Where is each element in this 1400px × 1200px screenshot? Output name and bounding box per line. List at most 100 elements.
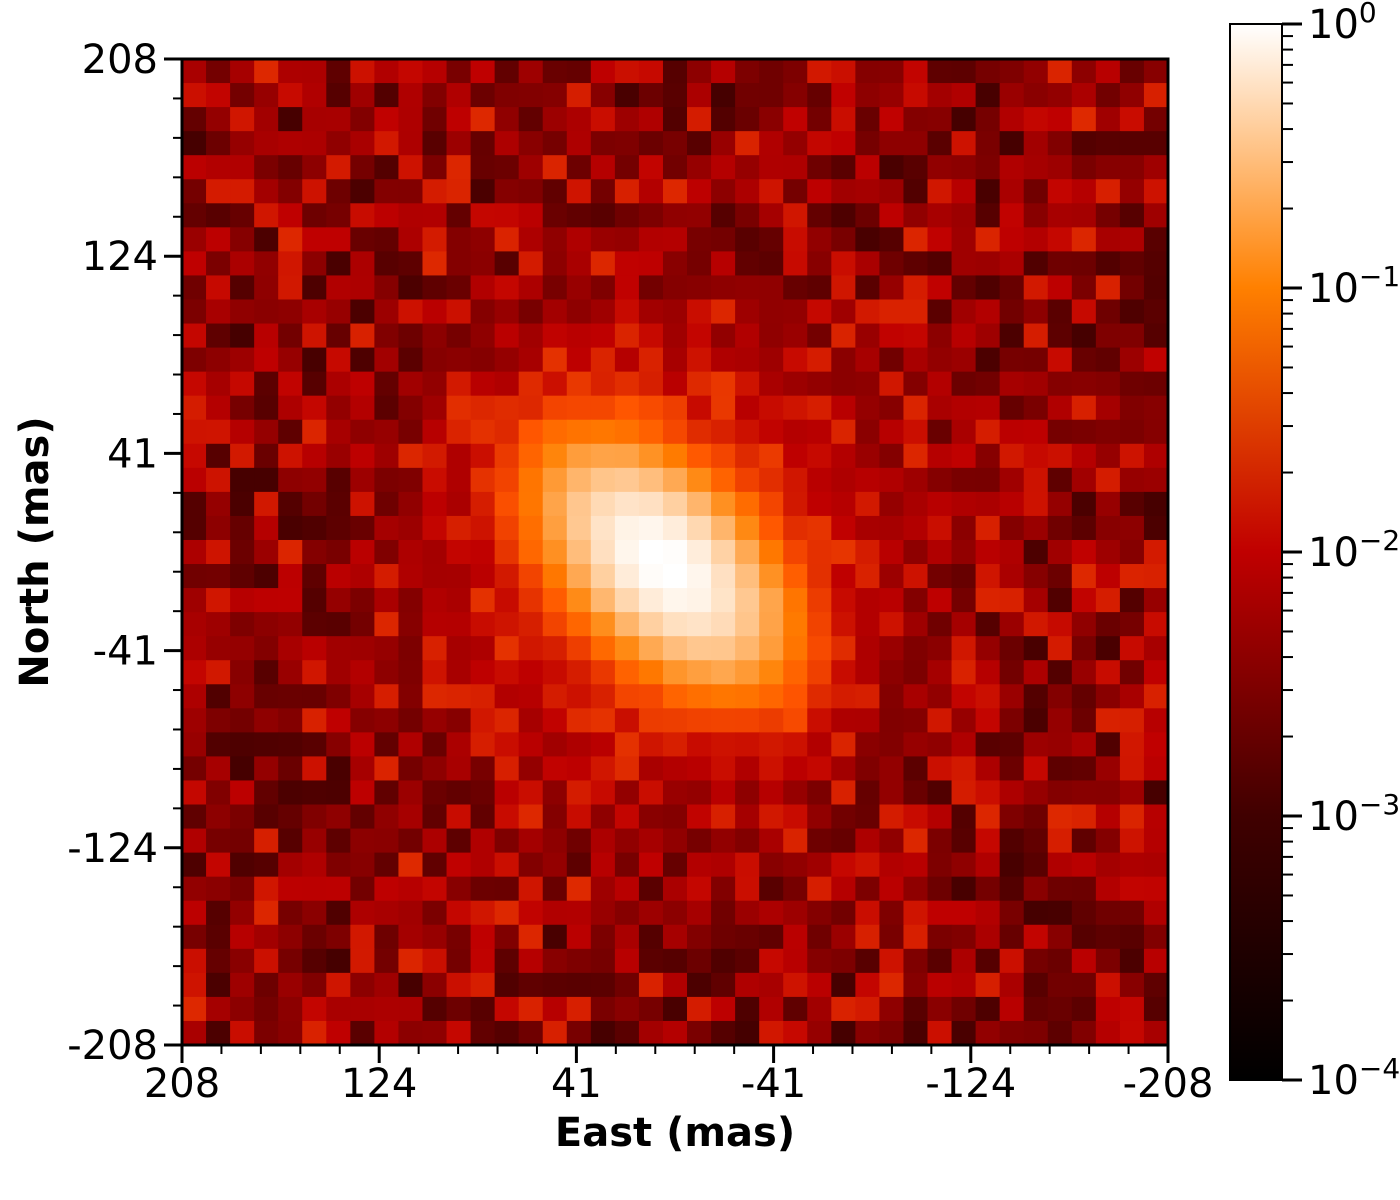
heatmap-cell [614,756,640,782]
heatmap-cell [398,371,424,397]
heatmap-cell [1095,684,1121,709]
heatmap-cell [735,708,760,733]
heatmap-cell [374,660,400,685]
heatmap-cell [638,107,664,132]
heatmap-cell [687,780,712,806]
heatmap-cell [951,1020,977,1046]
heatmap-cell [1071,131,1097,156]
heatmap-cell [398,636,424,661]
x-tick-label: -208 [1123,1061,1214,1107]
heatmap-cell [1071,636,1097,661]
heatmap-cell [254,972,279,998]
heatmap-cell [542,732,568,758]
heatmap-cell [855,323,881,349]
heatmap-cell [1143,515,1169,541]
heatmap-cell [831,588,856,613]
heatmap-cell [302,804,327,830]
heatmap-cell [999,299,1025,325]
heatmap-cell [278,323,303,349]
heatmap-cell [879,419,905,445]
x-tick-label: 208 [144,1061,220,1107]
heatmap-cell [350,636,375,661]
heatmap-cell [182,107,207,132]
heatmap-cell [1119,780,1145,806]
heatmap-cell [807,876,832,902]
heatmap-cell [711,251,736,277]
heatmap-cell [975,972,1001,998]
heatmap-cell [759,539,784,565]
heatmap-cell [927,924,953,950]
heatmap-cell [855,636,881,661]
heatmap-cell [711,612,736,637]
heatmap-cell [1095,732,1121,758]
heatmap-cell [422,251,448,277]
heatmap-cell [1143,876,1169,902]
heatmap-cell [206,515,231,541]
heatmap-cell [879,203,905,228]
heatmap-cell [542,59,568,84]
heatmap-cell [855,780,881,806]
heatmap-cell [422,876,448,902]
heatmap-cell [398,684,424,709]
heatmap-cell [326,539,351,565]
heatmap-cell [975,756,1001,782]
heatmap-cell [566,131,592,156]
heatmap-cell [470,275,496,301]
heatmap-cell [1023,804,1049,830]
heatmap-cell [230,804,255,830]
heatmap-cell [807,251,832,277]
heatmap-cell [759,924,784,950]
heatmap-cell [903,443,929,469]
heatmap-cell [206,756,231,782]
heatmap-cell [903,636,929,661]
heatmap-cell [951,612,977,637]
heatmap-cell [518,299,544,325]
heatmap-cell [759,828,784,854]
heatmap-cell [566,732,592,758]
heatmap-cell [1095,708,1121,733]
heatmap-cell [374,131,400,156]
heatmap-cell [638,828,664,854]
heatmap-cell [855,564,881,589]
heatmap-cell [975,59,1001,84]
heatmap-cell [518,948,544,974]
heatmap-cell [735,299,760,325]
heatmap-cell [807,1020,832,1046]
heatmap-cell [350,612,375,637]
heatmap-cell [711,59,736,84]
heatmap-cell [927,83,953,108]
heatmap-cell [542,1020,568,1046]
heatmap-cell [374,828,400,854]
heatmap-cell [302,131,327,156]
heatmap-cell [1047,780,1073,806]
heatmap-cell [326,419,351,445]
heatmap-cell [350,443,375,469]
heatmap-cell [566,443,592,469]
heatmap-cell [831,107,856,132]
heatmap-cell [927,443,953,469]
heatmap-cell [182,371,207,397]
heatmap-cell [975,588,1001,613]
heatmap-cell [374,395,400,421]
heatmap-cell [374,900,400,926]
heatmap-cell [1143,948,1169,974]
heatmap-cell [1143,347,1169,373]
heatmap-cell [422,347,448,373]
heatmap-cell [783,948,808,974]
heatmap-cell [446,395,472,421]
heatmap-cell [662,588,688,613]
heatmap-cell [1095,564,1121,589]
heatmap-cell [879,539,905,565]
heatmap-cell [278,948,303,974]
heatmap-cell [1023,275,1049,301]
heatmap-cell [518,924,544,950]
heatmap-cell [326,756,351,782]
heatmap-cell [687,1020,712,1046]
heatmap-cell [951,83,977,108]
heatmap-cell [302,996,327,1022]
heatmap-cell [1119,876,1145,902]
heatmap-cell [1023,684,1049,709]
heatmap-cell [1071,395,1097,421]
heatmap-cell [446,419,472,445]
heatmap-cell [446,924,472,950]
